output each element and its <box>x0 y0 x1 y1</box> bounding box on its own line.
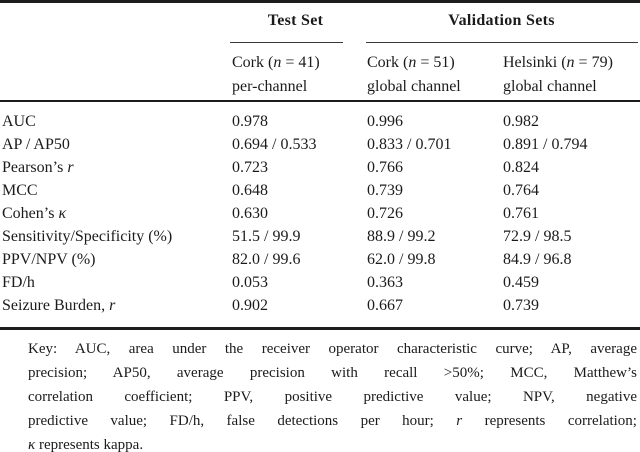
table-key-note: Key: AUC, area under the receiver operat… <box>28 337 637 452</box>
column-header-title: Helsinki (n = 79) <box>503 54 613 71</box>
column-header-title: Cork (n = 51) <box>367 54 455 71</box>
column-header-cork-test: Cork (n = 41) per-channel <box>232 51 320 98</box>
column-group-validation-sets: Validation Sets <box>448 12 555 29</box>
metric-value: 72.9 / 98.5 <box>503 228 572 246</box>
metric-value: 0.726 <box>367 204 403 222</box>
table-row-seizure-burden: Seizure Burden, r 0.902 0.667 0.739 <box>0 295 640 318</box>
key-line: κ represents kappa. <box>28 437 144 452</box>
metric-value: 0.694 / 0.533 <box>232 135 317 153</box>
column-group-test-set: Test Set <box>267 12 324 29</box>
metric-value: 0.459 <box>503 274 539 292</box>
metric-value: 0.902 <box>232 297 268 315</box>
column-header-title: Cork (n = 41) <box>232 54 320 71</box>
column-header-subtitle: global channel <box>503 77 597 95</box>
metric-value: 0.824 <box>503 158 539 176</box>
table-row-auc: AUC 0.978 0.996 0.982 <box>0 110 640 133</box>
metric-label: MCC <box>2 181 38 199</box>
metric-value: 0.766 <box>367 158 403 176</box>
table-row-fd-per-hour: FD/h 0.053 0.363 0.459 <box>0 272 640 295</box>
metric-label: Cohen’s κ <box>2 204 67 222</box>
metric-label: Seizure Burden, r <box>2 297 116 315</box>
metric-value: 0.053 <box>232 274 268 292</box>
column-header-subtitle: global channel <box>367 77 461 95</box>
key-line: predictive value; FD/h, false detections… <box>28 413 637 429</box>
table-row-pearsons-r: Pearson’s r 0.723 0.766 0.824 <box>0 156 640 179</box>
math-var-n: n <box>408 54 417 71</box>
table-row-ppv-npv: PPV/NPV (%) 82.0 / 99.6 62.0 / 99.8 84.9… <box>0 249 640 272</box>
metric-value: 0.978 <box>232 112 268 130</box>
column-header-helsinki-validation: Helsinki (n = 79) global channel <box>503 51 613 98</box>
table-row-cohens-kappa: Cohen’s κ 0.630 0.726 0.761 <box>0 202 640 225</box>
table-top-rule <box>0 0 640 3</box>
metric-value: 0.723 <box>232 158 268 176</box>
metric-value: 0.739 <box>367 181 403 199</box>
table-row-sensitivity-specificity: Sensitivity/Specificity (%) 51.5 / 99.9 … <box>0 225 640 248</box>
validation-sets-cmidrule <box>366 41 638 43</box>
table-row-mcc: MCC 0.648 0.739 0.764 <box>0 179 640 202</box>
table-header-rule <box>0 100 640 102</box>
table-row-ap-ap50: AP / AP50 0.694 / 0.533 0.833 / 0.701 0.… <box>0 133 640 156</box>
metric-value: 0.630 <box>232 204 268 222</box>
metric-value: 0.996 <box>367 112 403 130</box>
key-line: correlation coefficient; PPV, positive p… <box>28 389 637 405</box>
metric-label: Pearson’s r <box>2 158 74 176</box>
metric-label: Sensitivity/Specificity (%) <box>2 228 173 246</box>
metric-value: 0.363 <box>367 274 403 292</box>
metric-value: 0.982 <box>503 112 539 130</box>
metric-label: FD/h <box>2 274 35 292</box>
metric-value: 82.0 / 99.6 <box>232 251 301 269</box>
table-body: AUC 0.978 0.996 0.982 AP / AP50 0.694 / … <box>0 110 640 318</box>
metric-value: 0.648 <box>232 181 268 199</box>
math-var-n: n <box>273 54 282 71</box>
metric-label: PPV/NPV (%) <box>2 251 96 269</box>
metric-value: 62.0 / 99.8 <box>367 251 436 269</box>
metric-value: 0.667 <box>367 297 403 315</box>
key-line: precision; AP50, average precision with … <box>28 365 637 381</box>
key-line: Key: AUC, area under the receiver operat… <box>28 341 637 357</box>
math-var-n: n <box>566 54 575 71</box>
metric-value: 0.764 <box>503 181 539 199</box>
metric-label: AP / AP50 <box>2 135 70 153</box>
column-header-cork-validation: Cork (n = 51) global channel <box>367 51 461 98</box>
column-header-subtitle: per-channel <box>232 77 308 95</box>
metric-value: 88.9 / 99.2 <box>367 228 436 246</box>
table-bottom-rule <box>0 327 640 330</box>
metric-value: 84.9 / 96.8 <box>503 251 572 269</box>
metric-value: 0.761 <box>503 204 539 222</box>
metric-value: 0.891 / 0.794 <box>503 135 588 153</box>
metric-value: 0.833 / 0.701 <box>367 135 452 153</box>
metric-value: 0.739 <box>503 297 539 315</box>
test-set-cmidrule <box>230 41 343 43</box>
metric-label: AUC <box>2 112 36 130</box>
metric-value: 51.5 / 99.9 <box>232 228 301 246</box>
